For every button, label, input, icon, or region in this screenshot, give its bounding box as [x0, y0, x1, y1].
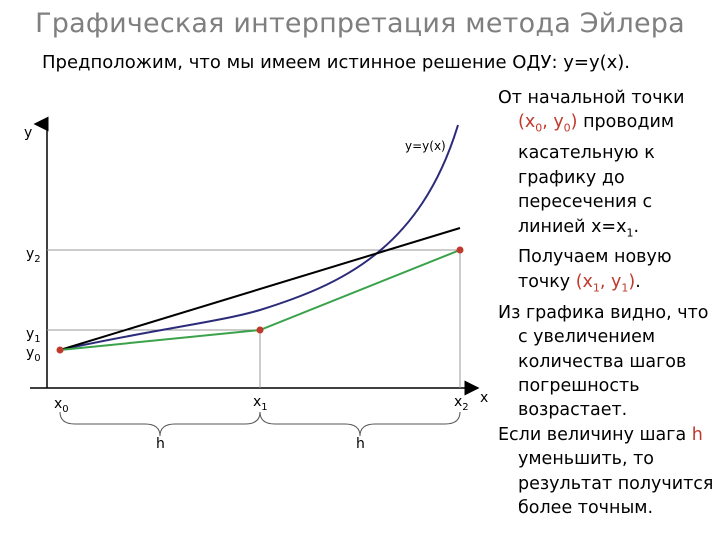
x2-label: x2 [454, 394, 469, 413]
y0-label: y0 [26, 345, 41, 364]
point-x0-y0 [56, 346, 64, 354]
point-x1-y1 [256, 326, 264, 334]
h-label-2: h [356, 436, 365, 452]
y1-label: y1 [26, 326, 41, 345]
solution-curve [59, 124, 459, 351]
explanation-paragraph-2: Из графика видно, что с увеличением коли… [498, 302, 709, 421]
x0-label: x0 [54, 396, 69, 415]
explanation-paragraph-3: Если величину шага h уменьшить, то резул… [498, 424, 714, 518]
brace-h2 [259, 411, 461, 437]
explanation-text: От начальной точки (x0, y0) проводим кас… [488, 86, 716, 520]
y2-label: y2 [26, 246, 41, 265]
x1-label: x1 [253, 394, 268, 413]
slide-subtitle: Предположим, что мы имеем истинное решен… [42, 52, 631, 73]
slide-title: Графическая интерпретация метода Эйлера [35, 8, 685, 39]
brace-h1 [59, 411, 261, 437]
tangent-line [59, 227, 461, 351]
x-axis-label: x [480, 390, 488, 406]
point-x2-y2 [456, 246, 464, 254]
explanation-paragraph-1: От начальной точки (x0, y0) проводим кас… [498, 88, 685, 295]
curve-label: y=y(x) [405, 139, 446, 153]
y-axis-label: y [24, 125, 32, 141]
h-label-1: h [156, 436, 165, 452]
